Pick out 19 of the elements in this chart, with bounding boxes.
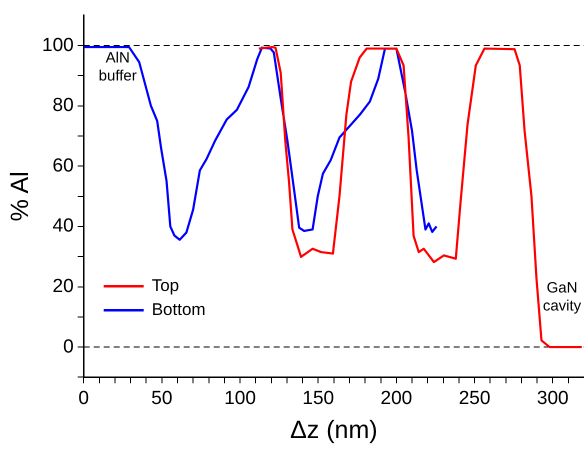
y-tick-label: 60 bbox=[52, 155, 74, 176]
legend-label: Top bbox=[152, 276, 180, 295]
y-tick-label: 20 bbox=[52, 276, 74, 297]
y-tick-label: 40 bbox=[52, 216, 74, 237]
legend-label: Bottom bbox=[152, 300, 206, 319]
x-tick-label: 250 bbox=[458, 388, 490, 409]
x-tick-label: 0 bbox=[78, 388, 89, 409]
x-tick-label: 200 bbox=[380, 388, 412, 409]
x-tick-label: 150 bbox=[302, 388, 334, 409]
y-tick-label: 100 bbox=[42, 34, 74, 56]
x-tick-label: 100 bbox=[224, 388, 256, 409]
y-tick-label: 0 bbox=[63, 336, 74, 358]
x-tick-label: 300 bbox=[536, 388, 569, 409]
x-tick-label: 50 bbox=[151, 388, 172, 409]
annotation: AlN buffer bbox=[98, 50, 137, 85]
x-axis-title: Δz (nm) bbox=[290, 416, 378, 444]
y-axis-title: % Al bbox=[6, 171, 34, 222]
y-tick-label: 80 bbox=[52, 95, 74, 116]
annotation: GaN cavity bbox=[542, 279, 582, 314]
